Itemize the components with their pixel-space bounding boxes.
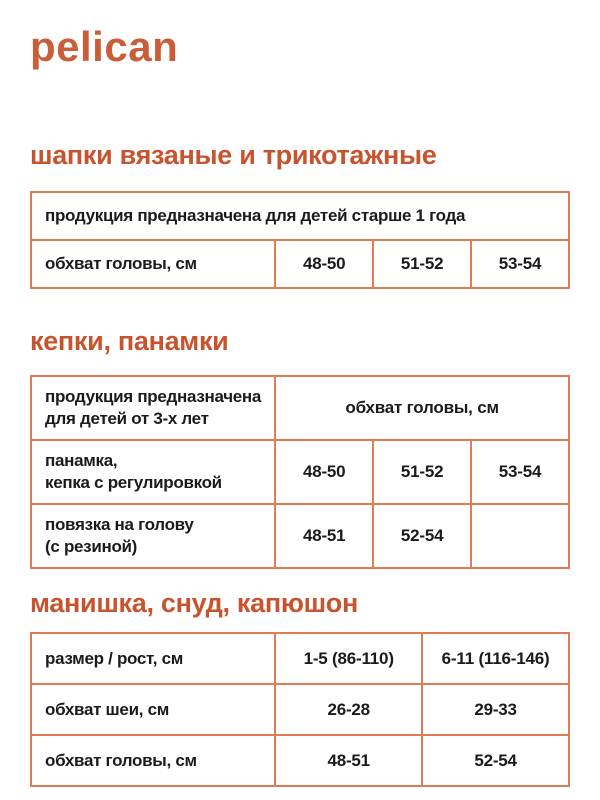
snood-size-table: размер / рост, см 1-5 (86-110) 6-11 (116… <box>29 632 570 788</box>
age-note-cell: продукция предназначена для детей от 3-х… <box>29 375 277 442</box>
value-cell: 51-52 <box>372 239 473 290</box>
value-cell: 48-50 <box>274 239 375 290</box>
value-cell: 53-54 <box>470 239 570 290</box>
value-cell: 51-52 <box>372 439 473 506</box>
row-label-size-height: размер / рост, см <box>29 632 277 686</box>
hats-size-table: продукция предназначена для детей старше… <box>29 191 570 290</box>
table-row: повязка на голову (с резиной) 48-51 52-5… <box>29 503 570 570</box>
value-cell: 26-28 <box>274 683 424 737</box>
section-heading-hats: шапки вязаные и трикотажные <box>30 140 437 170</box>
value-cell: 48-51 <box>274 503 375 570</box>
value-cell: 53-54 <box>470 439 570 506</box>
value-cell-empty <box>470 503 570 570</box>
table-row: обхват головы, см 48-51 52-54 <box>29 734 570 788</box>
section-heading-caps: кепки, панамки <box>30 326 229 357</box>
brand-logo: pelican <box>30 23 179 70</box>
row-label-head-circumference: обхват головы, см <box>29 734 277 788</box>
value-cell: 52-54 <box>421 734 570 788</box>
table-row: панамка, кепка с регулировкой 48-50 51-5… <box>29 439 570 506</box>
table-row: продукция предназначена для детей от 3-х… <box>29 375 570 442</box>
table-row: обхват головы, см 48-50 51-52 53-54 <box>29 239 570 290</box>
value-cell: 6-11 (116-146) <box>421 632 570 686</box>
section-heading-snood: манишка, снуд, капюшон <box>30 588 358 619</box>
row-label-neck-circumference: обхват шеи, см <box>29 683 277 737</box>
value-cell: 1-5 (86-110) <box>274 632 424 686</box>
row-label-headband: повязка на голову (с резиной) <box>29 503 277 570</box>
table-row: обхват шеи, см 26-28 29-33 <box>29 683 570 737</box>
value-cell: 29-33 <box>421 683 570 737</box>
row-label-head-circumference: обхват головы, см <box>29 239 277 290</box>
table-row: продукция предназначена для детей старше… <box>30 191 570 242</box>
value-cell: 52-54 <box>372 503 473 570</box>
age-note-cell: продукция предназначена для детей старше… <box>30 191 570 242</box>
header-value-cell: обхват головы, см <box>274 375 570 442</box>
caps-size-table: продукция предназначена для детей от 3-х… <box>29 375 570 570</box>
table-row: размер / рост, см 1-5 (86-110) 6-11 (116… <box>29 632 570 686</box>
value-cell: 48-51 <box>274 734 424 788</box>
value-cell: 48-50 <box>274 439 375 506</box>
row-label-panama-cap: панамка, кепка с регулировкой <box>29 439 277 506</box>
